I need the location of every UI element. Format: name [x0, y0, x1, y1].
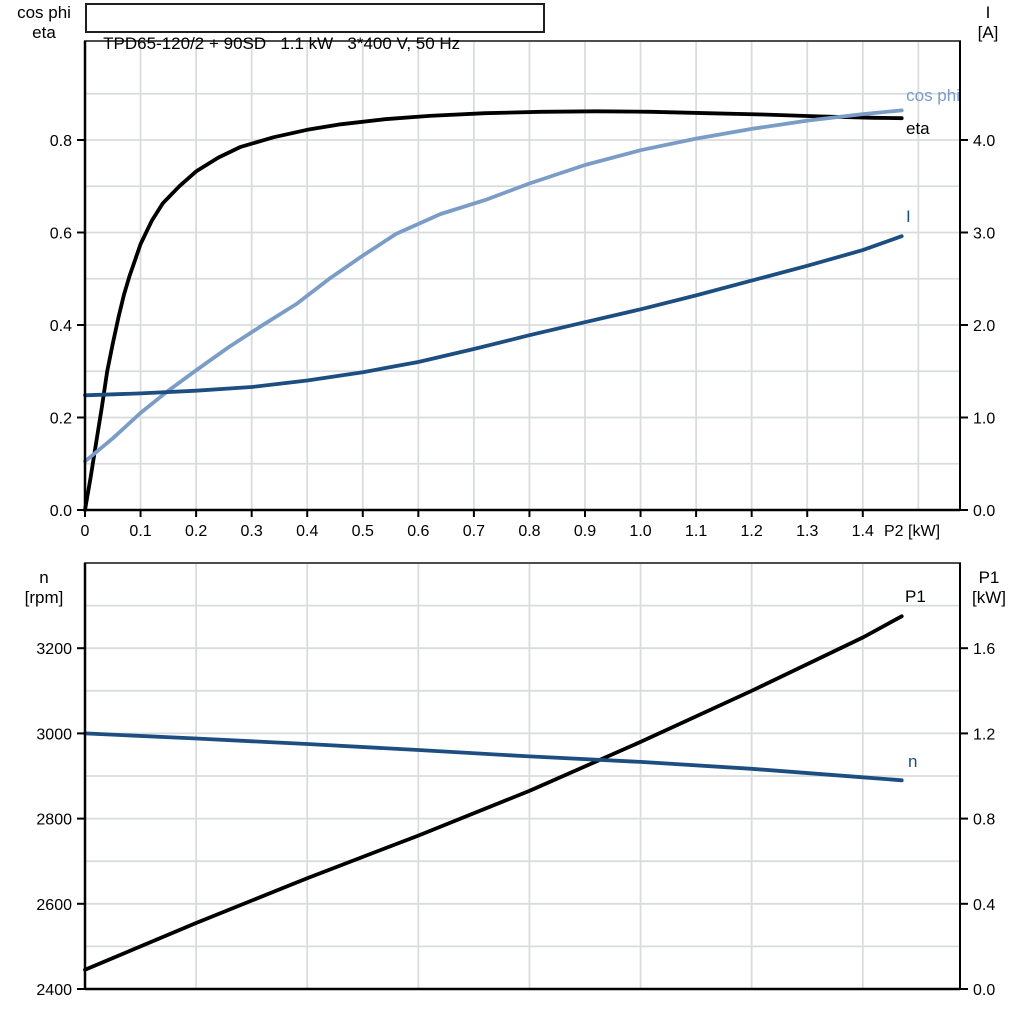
- left-tick-label: 0.6: [50, 225, 72, 242]
- x-axis-unit-label: P2 [kW]: [884, 523, 940, 540]
- x-tick-label: 0.2: [185, 523, 207, 540]
- x-tick-label: 1.3: [796, 523, 818, 540]
- x-tick-label: 0.7: [463, 523, 485, 540]
- series-P1-curve: [83, 614, 904, 972]
- right-tick-label: 2.0: [973, 318, 995, 335]
- right-tick-label: 3.0: [973, 225, 995, 242]
- top-right-axis-title: I [A]: [958, 3, 1018, 43]
- left-tick-label: 0.2: [50, 410, 72, 427]
- x-tick-label: 0: [81, 523, 90, 540]
- x-tick-label: 1.2: [741, 523, 763, 540]
- left-tick-label: 3200: [36, 641, 72, 658]
- series-n-label: n: [908, 752, 917, 771]
- left-tick-label: 2600: [36, 897, 72, 914]
- left-tick-label: 0.8: [50, 133, 72, 150]
- axis-title-line: I: [985, 3, 991, 22]
- x-tick-label: 1.1: [685, 523, 707, 540]
- bottom-chart: 2400 2600 2800 3000 3200 0.0 0.4 0.8 1.2 1.6 P1 n: [36, 562, 995, 999]
- right-tick-label: 1.6: [973, 641, 995, 658]
- right-tick-label: 1.0: [973, 410, 995, 427]
- axis-title-line: P1: [978, 568, 1000, 587]
- x-tick-label: 0.8: [518, 523, 540, 540]
- right-tick-label: 0.0: [973, 982, 995, 999]
- series-n-curve: [83, 731, 904, 783]
- left-tick-label: 2400: [36, 982, 72, 999]
- axis-title-line: eta: [32, 23, 56, 42]
- axis-title-line: [rpm]: [24, 588, 64, 607]
- x-tick-label: 0.6: [407, 523, 429, 540]
- axis-title-line: [A]: [977, 23, 999, 42]
- left-tick-label: 0.0: [50, 503, 72, 520]
- series-cos_phi-label: cos phi: [906, 86, 960, 105]
- bottom-right-axis-title: P1 [kW]: [958, 568, 1020, 608]
- x-tick-label: 0.9: [574, 523, 596, 540]
- right-tick-label: 1.2: [973, 726, 995, 743]
- top-chart: 0.0 0.2 0.4 0.6 0.8 0.0 1.0 2.0 3.0 4.0 0 0.1 0.2 0.3…: [50, 40, 995, 540]
- left-tick-label: 3000: [36, 726, 72, 743]
- series-cos_phi-curve: [83, 108, 904, 464]
- right-tick-label: 4.0: [973, 133, 995, 150]
- series-I-curve: [83, 234, 904, 398]
- axis-title-line: [kW]: [972, 588, 1006, 607]
- series-I-label: I: [906, 207, 911, 226]
- chart-title-box: TPD65-120/2 + 90SD 1.1 kW 3*400 V, 50 Hz: [85, 3, 545, 53]
- x-tick-label: 0.3: [241, 523, 263, 540]
- top-left-axis-title: cos phi eta: [6, 3, 82, 43]
- x-tick-label: 1.4: [852, 523, 874, 540]
- left-tick-label: 2800: [36, 812, 72, 829]
- series-eta-curve: [83, 109, 904, 512]
- right-tick-label: 0.4: [973, 897, 995, 914]
- bottom-left-axis-title: n [rpm]: [6, 568, 82, 608]
- chart-title: TPD65-120/2 + 90SD 1.1 kW 3*400 V, 50 Hz: [103, 34, 461, 53]
- left-tick-label: 0.4: [50, 318, 72, 335]
- series-P1-label: P1: [905, 587, 926, 606]
- right-tick-label: 0.0: [973, 503, 995, 520]
- x-tick-label: 0.5: [352, 523, 374, 540]
- x-tick-label: 1.0: [629, 523, 651, 540]
- axis-title-line: n: [39, 568, 49, 587]
- x-tick-label: 0.1: [129, 523, 151, 540]
- axis-title-line: cos phi: [17, 3, 71, 22]
- right-tick-label: 0.8: [973, 812, 995, 829]
- x-tick-label: 0.4: [296, 523, 318, 540]
- series-eta-label: eta: [906, 119, 930, 138]
